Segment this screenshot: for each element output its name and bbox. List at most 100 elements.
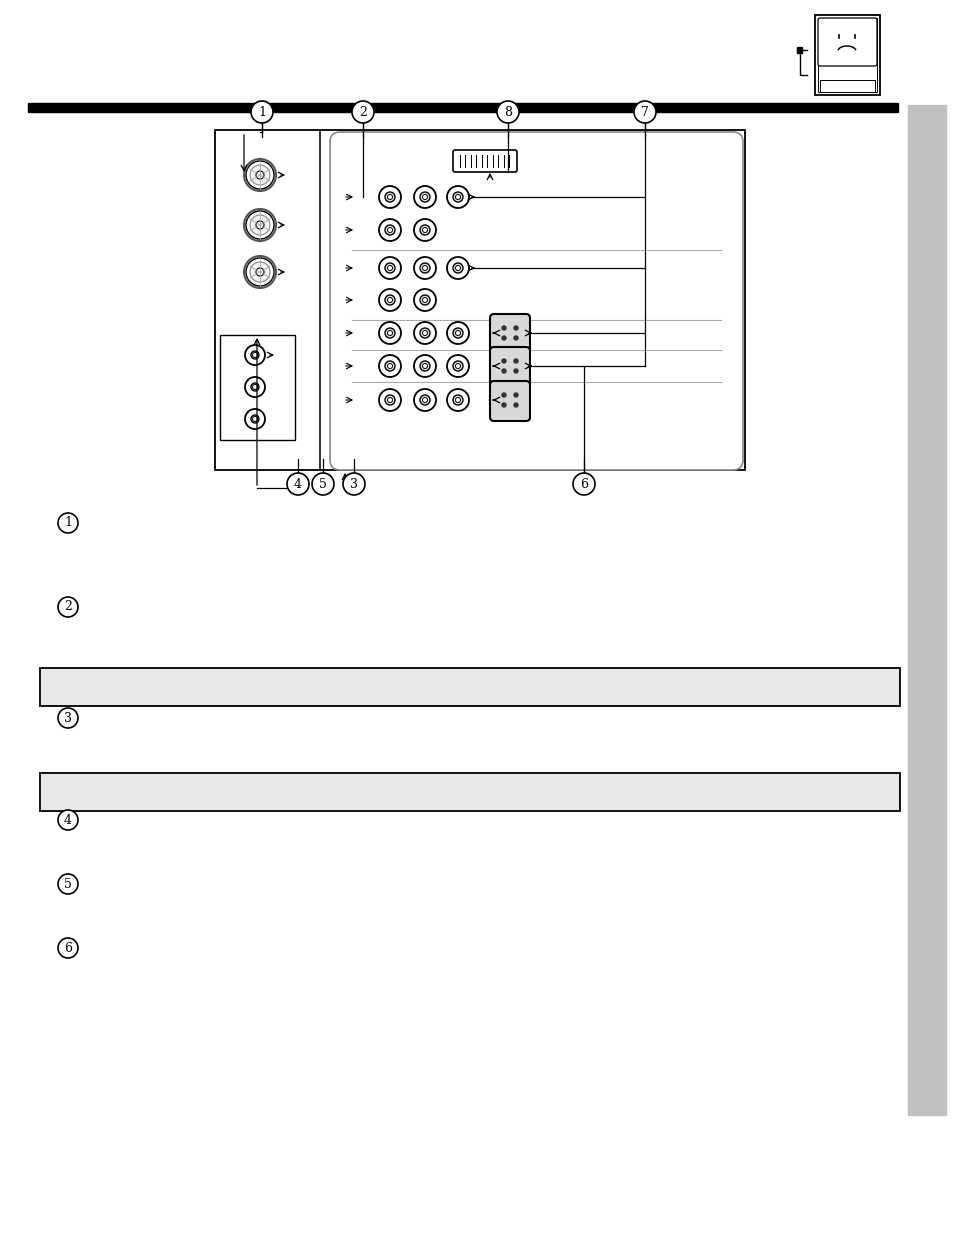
Circle shape: [414, 322, 436, 345]
Text: 6: 6: [64, 941, 71, 955]
Circle shape: [414, 354, 436, 377]
Circle shape: [251, 383, 258, 391]
Circle shape: [378, 389, 400, 411]
Circle shape: [343, 473, 365, 495]
Circle shape: [250, 215, 270, 235]
Circle shape: [255, 221, 264, 228]
Circle shape: [455, 194, 460, 200]
Circle shape: [385, 329, 395, 338]
Text: 1: 1: [64, 516, 71, 530]
Circle shape: [250, 262, 270, 282]
Circle shape: [573, 473, 595, 495]
Circle shape: [387, 398, 392, 403]
Circle shape: [246, 161, 274, 189]
Circle shape: [514, 359, 517, 363]
Circle shape: [447, 186, 469, 207]
Circle shape: [246, 258, 274, 287]
Circle shape: [58, 939, 78, 958]
Circle shape: [501, 336, 505, 340]
Circle shape: [385, 361, 395, 370]
Circle shape: [378, 257, 400, 279]
Circle shape: [378, 322, 400, 345]
Circle shape: [253, 416, 257, 421]
Circle shape: [253, 384, 257, 389]
Circle shape: [385, 191, 395, 203]
Circle shape: [245, 409, 265, 429]
Circle shape: [422, 266, 427, 270]
Bar: [40, 668, 899, 706]
Bar: [820, 80, 874, 91]
FancyBboxPatch shape: [490, 347, 530, 387]
FancyBboxPatch shape: [814, 15, 879, 95]
Circle shape: [419, 263, 430, 273]
Bar: [907, 105, 945, 1115]
Bar: [796, 47, 801, 53]
Text: 2: 2: [358, 105, 367, 119]
Circle shape: [501, 359, 505, 363]
Circle shape: [514, 403, 517, 408]
Circle shape: [387, 363, 392, 368]
Circle shape: [422, 398, 427, 403]
Circle shape: [422, 363, 427, 368]
Circle shape: [455, 266, 460, 270]
Circle shape: [419, 191, 430, 203]
FancyBboxPatch shape: [330, 132, 742, 471]
Circle shape: [453, 329, 462, 338]
Circle shape: [255, 170, 264, 179]
Circle shape: [251, 351, 258, 359]
Text: 3: 3: [64, 711, 71, 725]
Circle shape: [414, 389, 436, 411]
Circle shape: [255, 268, 264, 275]
Circle shape: [387, 331, 392, 336]
FancyBboxPatch shape: [817, 19, 876, 65]
Circle shape: [385, 395, 395, 405]
Circle shape: [501, 369, 505, 373]
Text: 7: 7: [640, 105, 648, 119]
Circle shape: [501, 393, 505, 396]
Circle shape: [253, 352, 257, 357]
Circle shape: [385, 263, 395, 273]
FancyBboxPatch shape: [453, 149, 517, 172]
Circle shape: [514, 336, 517, 340]
Circle shape: [514, 326, 517, 330]
Circle shape: [387, 298, 392, 303]
Circle shape: [312, 473, 334, 495]
Circle shape: [419, 225, 430, 235]
Circle shape: [453, 395, 462, 405]
Circle shape: [419, 361, 430, 370]
Text: 1: 1: [257, 105, 266, 119]
Circle shape: [385, 225, 395, 235]
Circle shape: [447, 389, 469, 411]
Circle shape: [455, 363, 460, 368]
Circle shape: [447, 322, 469, 345]
Bar: [214, 130, 744, 471]
Circle shape: [58, 513, 78, 534]
Text: 8: 8: [503, 105, 512, 119]
Bar: [817, 19, 876, 91]
Circle shape: [501, 326, 505, 330]
Circle shape: [58, 597, 78, 618]
Circle shape: [244, 256, 275, 288]
Circle shape: [352, 101, 374, 124]
Circle shape: [378, 354, 400, 377]
Text: 6: 6: [579, 478, 587, 490]
Circle shape: [250, 165, 270, 185]
Bar: [220, 335, 294, 440]
Circle shape: [514, 393, 517, 396]
Circle shape: [634, 101, 656, 124]
Text: 5: 5: [318, 478, 327, 490]
Circle shape: [447, 257, 469, 279]
Circle shape: [514, 369, 517, 373]
Circle shape: [422, 298, 427, 303]
Circle shape: [58, 708, 78, 727]
Circle shape: [378, 219, 400, 241]
Circle shape: [419, 329, 430, 338]
Bar: [40, 773, 899, 811]
Circle shape: [419, 295, 430, 305]
Text: 4: 4: [294, 478, 302, 490]
Circle shape: [422, 331, 427, 336]
Circle shape: [387, 194, 392, 200]
Circle shape: [447, 354, 469, 377]
Circle shape: [414, 219, 436, 241]
Circle shape: [251, 101, 273, 124]
